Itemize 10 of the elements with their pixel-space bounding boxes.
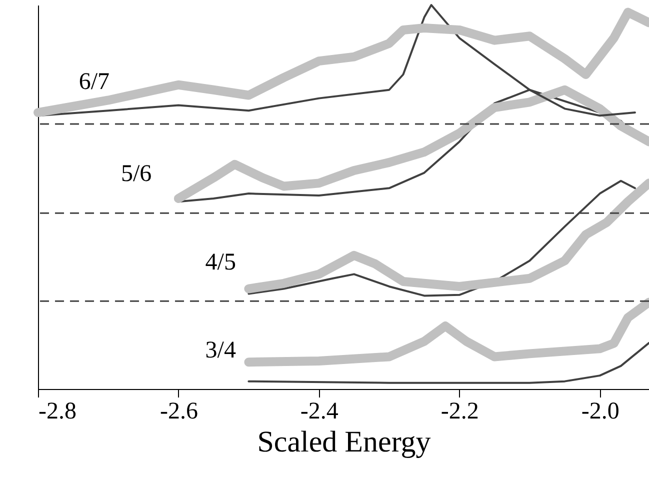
annotation: 4/5 xyxy=(205,249,236,276)
x-tick-label: -2.2 xyxy=(440,398,479,424)
x-axis-title: Scaled Energy xyxy=(257,426,431,458)
x-tick-label: -2.6 xyxy=(160,398,198,424)
annotation: 5/6 xyxy=(120,160,152,187)
x-tick-label: -2.4 xyxy=(300,398,338,424)
x-tick-label: -2.0 xyxy=(581,398,620,424)
x-tick-label: -2.8 xyxy=(38,398,76,424)
annotation: 6/7 xyxy=(78,68,110,95)
annotation: 3/4 xyxy=(205,338,236,364)
